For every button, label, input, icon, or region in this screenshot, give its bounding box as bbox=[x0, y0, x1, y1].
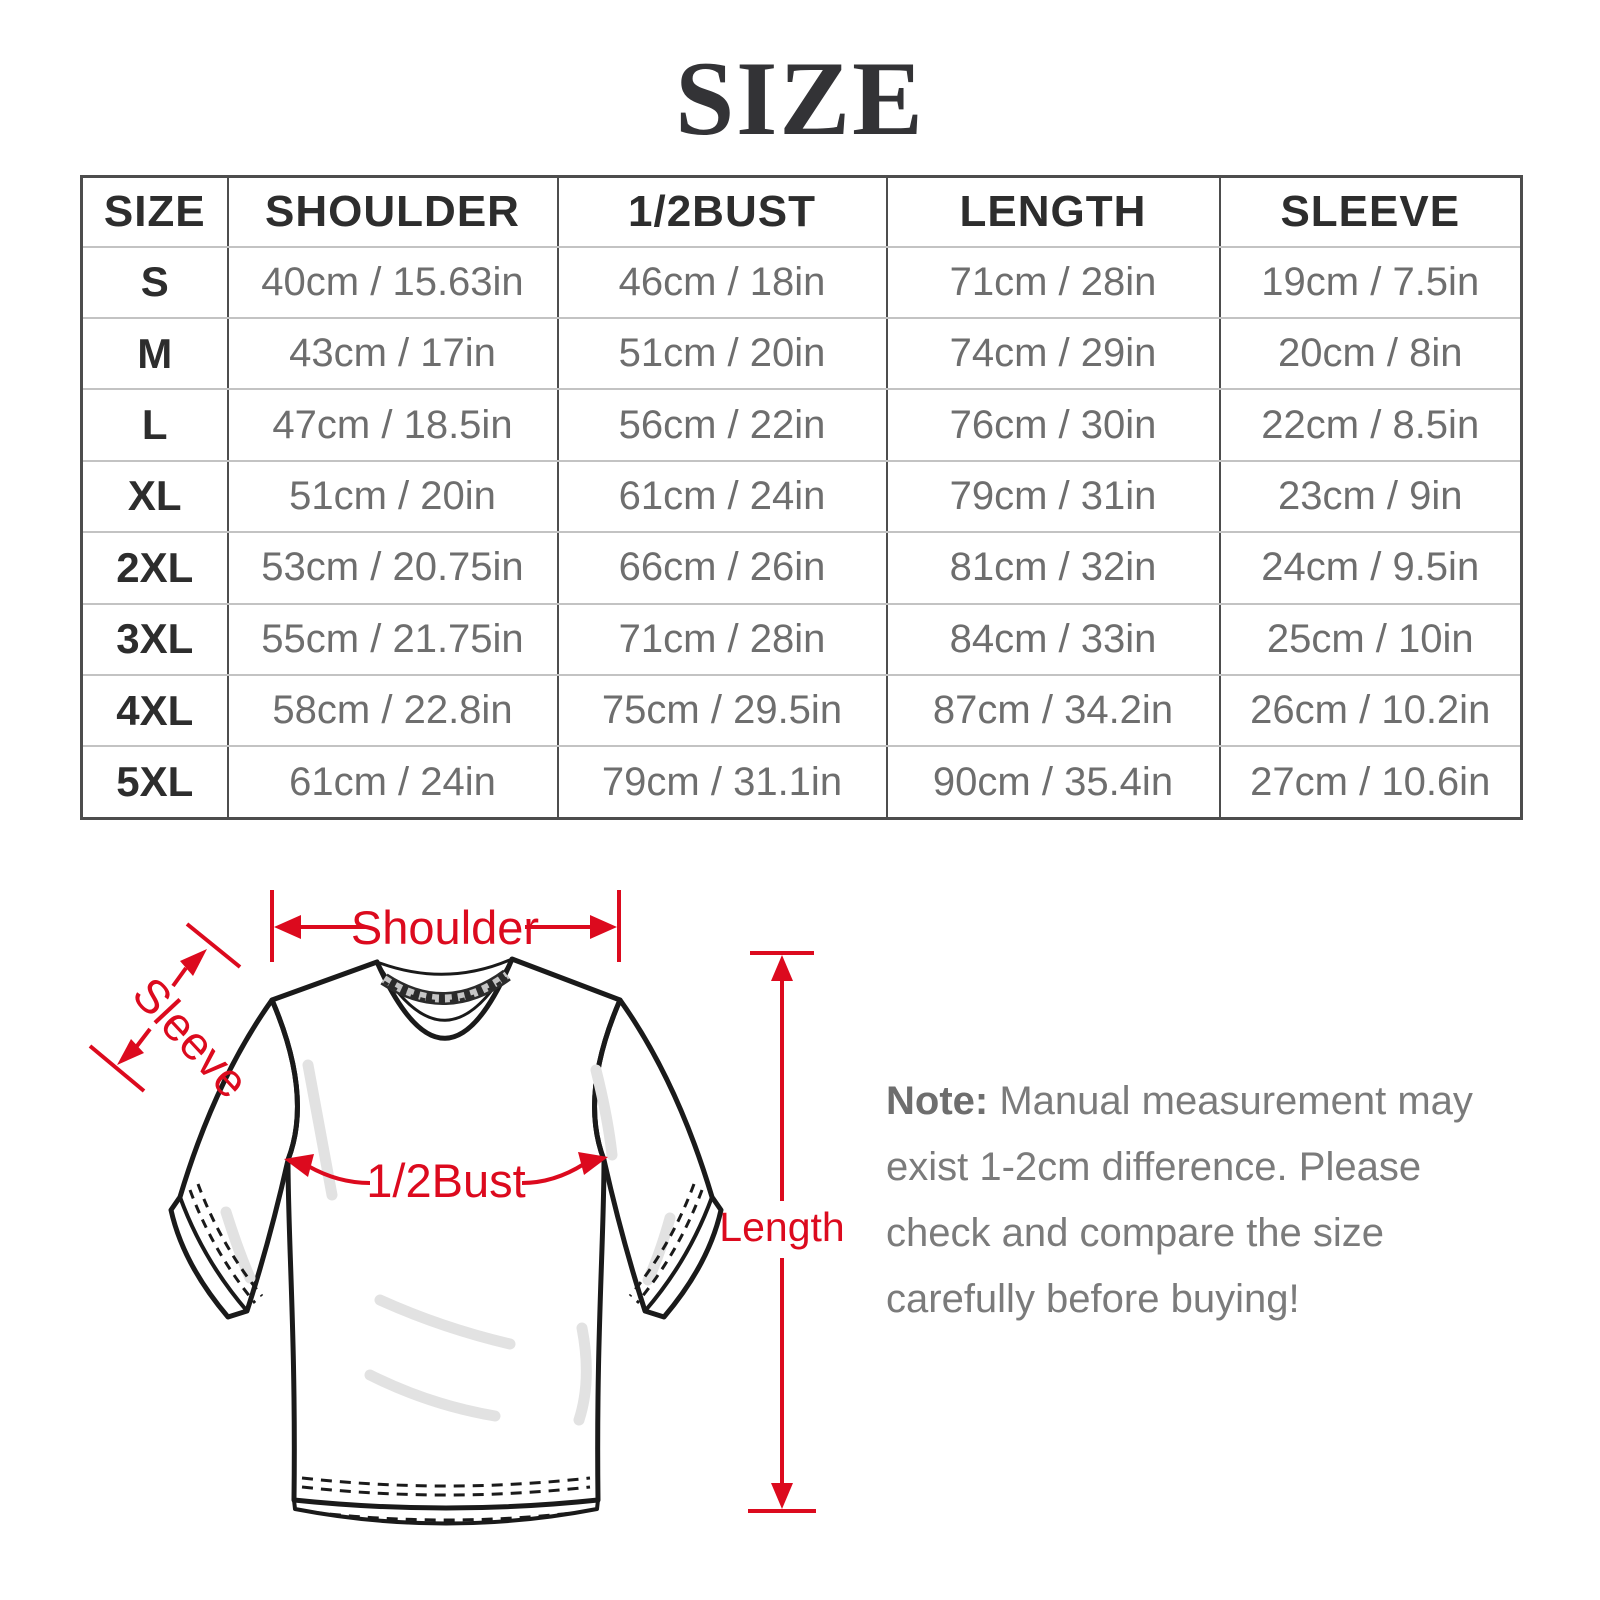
size-cell: 5XL bbox=[80, 745, 229, 820]
half-bust-label: 1/2Bust bbox=[366, 1154, 525, 1207]
note-line: exist 1-2cm difference. Please bbox=[886, 1145, 1422, 1189]
half-bust-annotation: 1/2Bust bbox=[284, 1152, 608, 1207]
measurement-cell: 43cm / 17in bbox=[226, 316, 559, 391]
size-cell: S bbox=[80, 245, 229, 319]
bust-curve-right bbox=[521, 1162, 586, 1185]
table-row: L 47cm / 18.5in 56cm / 22in 76cm / 30in 22cm… bbox=[80, 388, 1523, 462]
measurement-cell: 24cm / 9.5in bbox=[1218, 531, 1523, 605]
sleeve-arrowhead-top bbox=[180, 949, 207, 976]
shoulder-end-bars bbox=[270, 890, 621, 962]
length-arrowhead-bottom bbox=[771, 1483, 793, 1509]
note-line: Note: Manual measurement may bbox=[886, 1079, 1473, 1123]
measurement-cell: 25cm / 10in bbox=[1218, 602, 1523, 676]
measurement-cell: 71cm / 28in bbox=[556, 602, 888, 676]
tshirt-measurement-diagram: Shoulder Sleeve 1/2Bust Length bbox=[88, 890, 845, 1526]
page-title: SIZE bbox=[675, 40, 925, 157]
measurement-cell: 61cm / 24in bbox=[556, 459, 888, 534]
table-row: 3XL 55cm / 21.75in 71cm / 28in 84cm / 33in 2… bbox=[80, 602, 1523, 676]
table-row: S 40cm / 15.63in 46cm / 18in 71cm / 28in 19c… bbox=[80, 245, 1523, 319]
size-table: SIZE SHOULDER 1/2BUST LENGTH SLEEVE S 40c… bbox=[80, 175, 1523, 820]
measurement-cell: 90cm / 35.4in bbox=[885, 745, 1221, 820]
shoulder-arrowhead-left bbox=[274, 915, 301, 939]
measurement-cell: 51cm / 20in bbox=[556, 316, 888, 391]
collar-stitch-band bbox=[380, 969, 511, 1005]
note-text: Note: Manual measurement may exist 1-2cm… bbox=[886, 1068, 1526, 1332]
wrinkle-shading bbox=[220, 1059, 676, 1426]
shoulder-label: Shoulder bbox=[351, 901, 539, 954]
measurement-cell: 19cm / 7.5in bbox=[1218, 245, 1523, 319]
right-sleeve-opening bbox=[643, 1195, 723, 1319]
bust-curve-left bbox=[307, 1164, 371, 1185]
measurement-cell: 79cm / 31.1in bbox=[556, 745, 888, 820]
length-annotation: Length bbox=[719, 951, 845, 1513]
column-header-shoulder: SHOULDER bbox=[226, 175, 559, 248]
measurement-cell: 55cm / 21.75in bbox=[226, 602, 559, 676]
shoulder-arrowhead-right bbox=[590, 915, 617, 939]
shoulder-annotation: Shoulder bbox=[270, 890, 621, 962]
measurement-cell: 56cm / 22in bbox=[556, 388, 888, 462]
column-header-length: LENGTH bbox=[885, 175, 1221, 248]
size-cell: 4XL bbox=[80, 673, 229, 748]
column-header-sleeve: SLEEVE bbox=[1218, 175, 1523, 248]
length-label: Length bbox=[719, 1204, 844, 1250]
length-arrowhead-top bbox=[771, 955, 793, 981]
note-line: check and compare the size bbox=[886, 1211, 1385, 1255]
size-table-header: SIZE SHOULDER 1/2BUST LENGTH SLEEVE bbox=[80, 175, 1523, 248]
note-label: Note: bbox=[886, 1079, 989, 1123]
bottom-hem-stitching bbox=[301, 1476, 591, 1522]
measurement-cell: 81cm / 32in bbox=[885, 531, 1221, 605]
left-sleeve-opening bbox=[169, 1195, 249, 1319]
sleeve-annotation: Sleeve bbox=[88, 922, 259, 1108]
measurement-cell: 47cm / 18.5in bbox=[226, 388, 559, 462]
bust-arrowhead-right bbox=[578, 1152, 608, 1175]
measurement-cell: 58cm / 22.8in bbox=[226, 673, 559, 748]
sleeve-arrow-top-line bbox=[171, 966, 188, 988]
measurement-cell: 27cm / 10.6in bbox=[1218, 745, 1523, 820]
table-row: 4XL 58cm / 22.8in 75cm / 29.5in 87cm / 34.2… bbox=[80, 673, 1523, 748]
measurement-cell: 84cm / 33in bbox=[885, 602, 1221, 676]
measurement-cell: 22cm / 8.5in bbox=[1218, 388, 1523, 462]
measurement-cell: 20cm / 8in bbox=[1218, 316, 1523, 391]
size-table-body: S 40cm / 15.63in 46cm / 18in 71cm / 28in 19c… bbox=[80, 245, 1523, 820]
measurement-cell: 66cm / 26in bbox=[556, 531, 888, 605]
sleeve-arrowhead-bottom bbox=[117, 1039, 144, 1065]
measurement-cell: 40cm / 15.63in bbox=[226, 245, 559, 319]
bust-arrowhead-left bbox=[284, 1154, 314, 1177]
bottom-hem-band bbox=[292, 1498, 600, 1526]
measurement-cell: 76cm / 30in bbox=[885, 388, 1221, 462]
column-header-size: SIZE bbox=[80, 175, 229, 248]
measurement-cell: 74cm / 29in bbox=[885, 316, 1221, 391]
size-cell: 3XL bbox=[80, 602, 229, 676]
tshirt-illustration bbox=[168, 956, 724, 1526]
sleeve-cap-top bbox=[185, 922, 242, 969]
measurement-cell: 79cm / 31in bbox=[885, 459, 1221, 534]
measurement-cell: 71cm / 28in bbox=[885, 245, 1221, 319]
size-cell: M bbox=[80, 316, 229, 391]
size-cell: 2XL bbox=[80, 531, 229, 605]
measurement-cell: 87cm / 34.2in bbox=[885, 673, 1221, 748]
measurement-cell: 51cm / 20in bbox=[226, 459, 559, 534]
table-row: 2XL 53cm / 20.75in 66cm / 26in 81cm / 32in 2… bbox=[80, 531, 1523, 605]
size-cell: L bbox=[80, 388, 229, 462]
table-row: 5XL 61cm / 24in 79cm / 31.1in 90cm / 35.4in… bbox=[80, 745, 1523, 820]
measurement-cell: 26cm / 10.2in bbox=[1218, 673, 1523, 748]
tshirt-body bbox=[269, 956, 623, 1511]
column-header-halfbust: 1/2BUST bbox=[556, 175, 888, 248]
sleeve-stitching bbox=[188, 1183, 704, 1304]
note-line: carefully before buying! bbox=[886, 1277, 1300, 1321]
measurement-cell: 75cm / 29.5in bbox=[556, 673, 888, 748]
measurement-cell: 23cm / 9in bbox=[1218, 459, 1523, 534]
size-cell: XL bbox=[80, 459, 229, 534]
table-row: M 43cm / 17in 51cm / 20in 74cm / 29in 20cm /… bbox=[80, 316, 1523, 391]
measurement-cell: 46cm / 18in bbox=[556, 245, 888, 319]
sleeve-arrow-bottom-line bbox=[135, 1027, 152, 1048]
table-header-row: SIZE SHOULDER 1/2BUST LENGTH SLEEVE bbox=[80, 175, 1523, 248]
sleeve-cap-bottom bbox=[88, 1044, 146, 1093]
measurement-cell: 53cm / 20.75in bbox=[226, 531, 559, 605]
measurement-cell: 61cm / 24in bbox=[226, 745, 559, 820]
table-row: XL 51cm / 20in 61cm / 24in 79cm / 31in 23cm … bbox=[80, 459, 1523, 534]
